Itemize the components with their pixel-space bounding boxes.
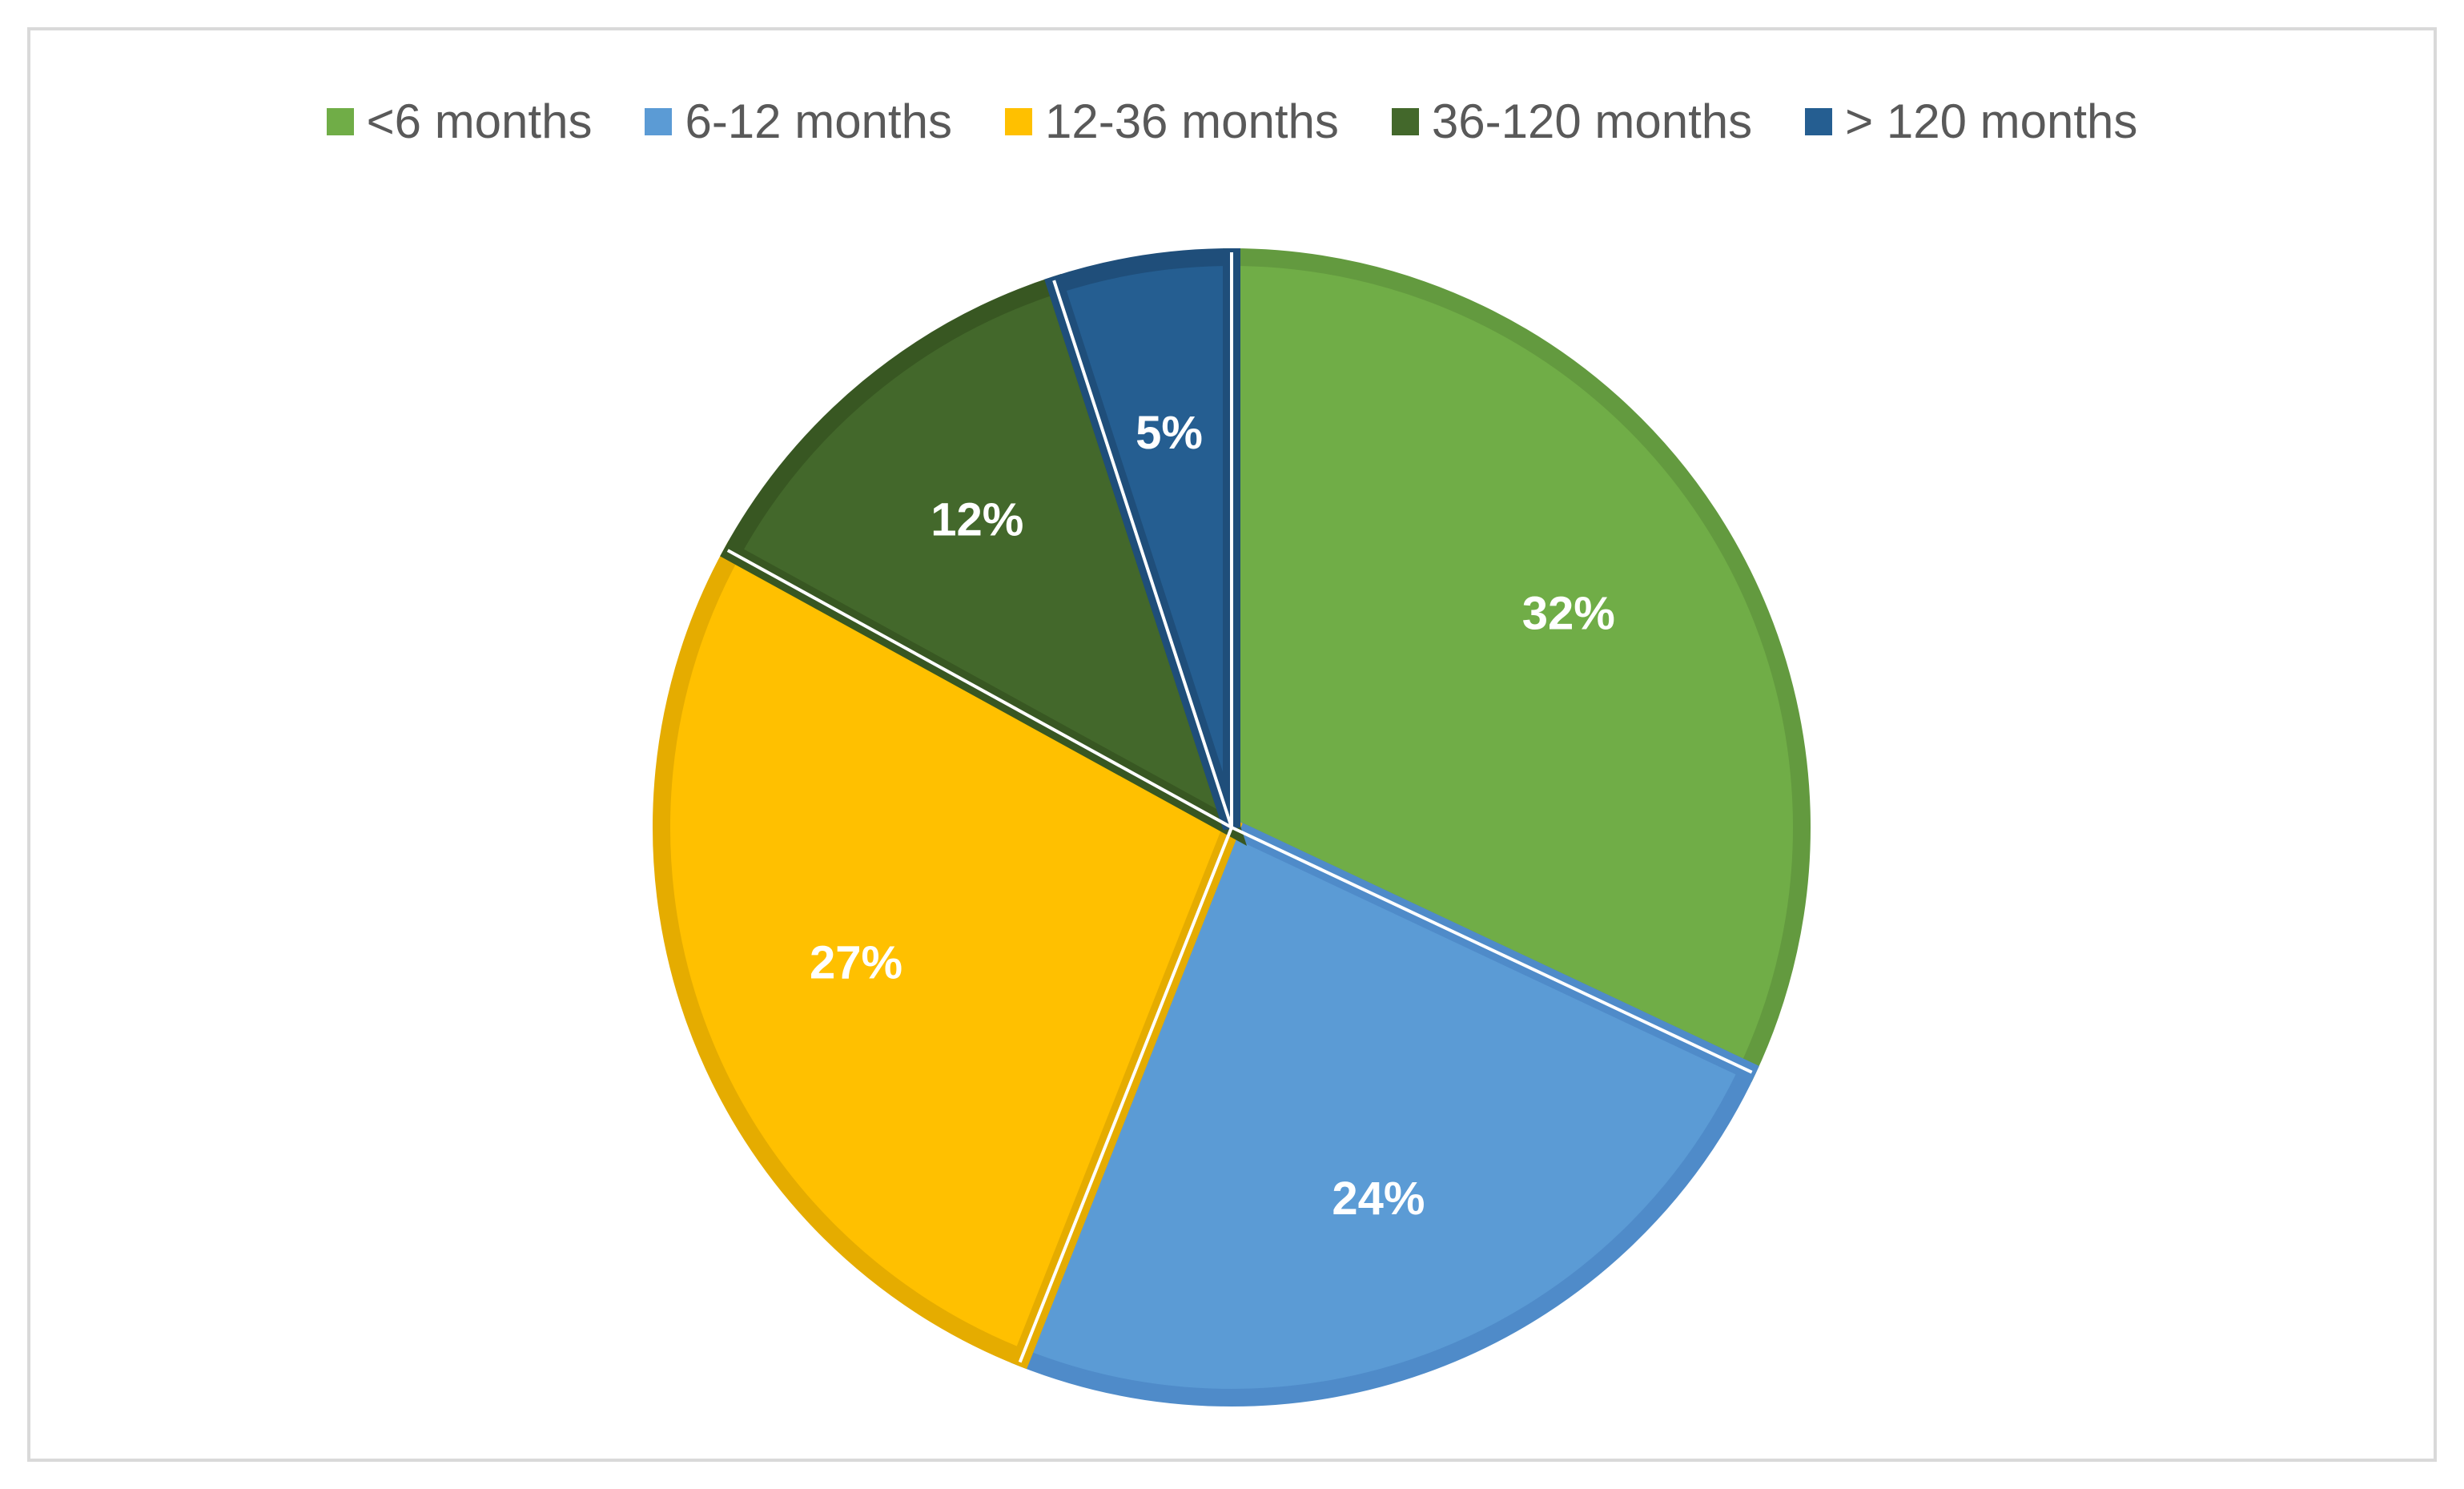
slice-separator: [1052, 280, 1233, 828]
chart-legend: <6 months 6-12 months 12-36 months 36-12…: [0, 90, 2464, 154]
legend-label: <6 months: [366, 95, 593, 148]
legend-label: > 120 months: [1845, 95, 2138, 148]
data-label-lt-6-months: 32%: [1522, 587, 1615, 639]
slice-separator: [1231, 826, 1753, 1074]
legend-item-12-36-months: 12-36 months: [1004, 95, 1339, 148]
legend-swatch: [1391, 108, 1419, 135]
data-label-6-12-months: 24%: [1332, 1173, 1425, 1225]
legend-item-36-120-months: 36-120 months: [1391, 95, 1753, 148]
slice-separator: [1018, 827, 1233, 1363]
pie-slice-36-120-months: [720, 273, 1248, 847]
data-label-gt-120-months: 5%: [1136, 407, 1203, 459]
pie-slice-gt-120-months: [1044, 247, 1240, 831]
legend-item-lt-6-months: <6 months: [326, 95, 593, 148]
legend-label: 36-120 months: [1431, 95, 1753, 148]
pie-slice-6-12-months: [1010, 815, 1759, 1407]
legend-swatch: [326, 108, 354, 135]
legend-swatch: [1805, 108, 1833, 135]
legend-label: 6-12 months: [685, 95, 952, 148]
data-label-36-120-months: 12%: [931, 493, 1023, 545]
legend-swatch: [645, 108, 673, 135]
pie-slice-lt-6-months: [1223, 247, 1811, 1082]
slice-separator: [726, 549, 1232, 829]
legend-item-gt-120-months: > 120 months: [1805, 98, 2137, 146]
legend-swatch: [1004, 108, 1032, 135]
legend-item-6-12-months: 6-12 months: [645, 98, 952, 146]
legend-label: 12-36 months: [1044, 95, 1339, 148]
data-label-12-36-months: 27%: [810, 936, 902, 988]
